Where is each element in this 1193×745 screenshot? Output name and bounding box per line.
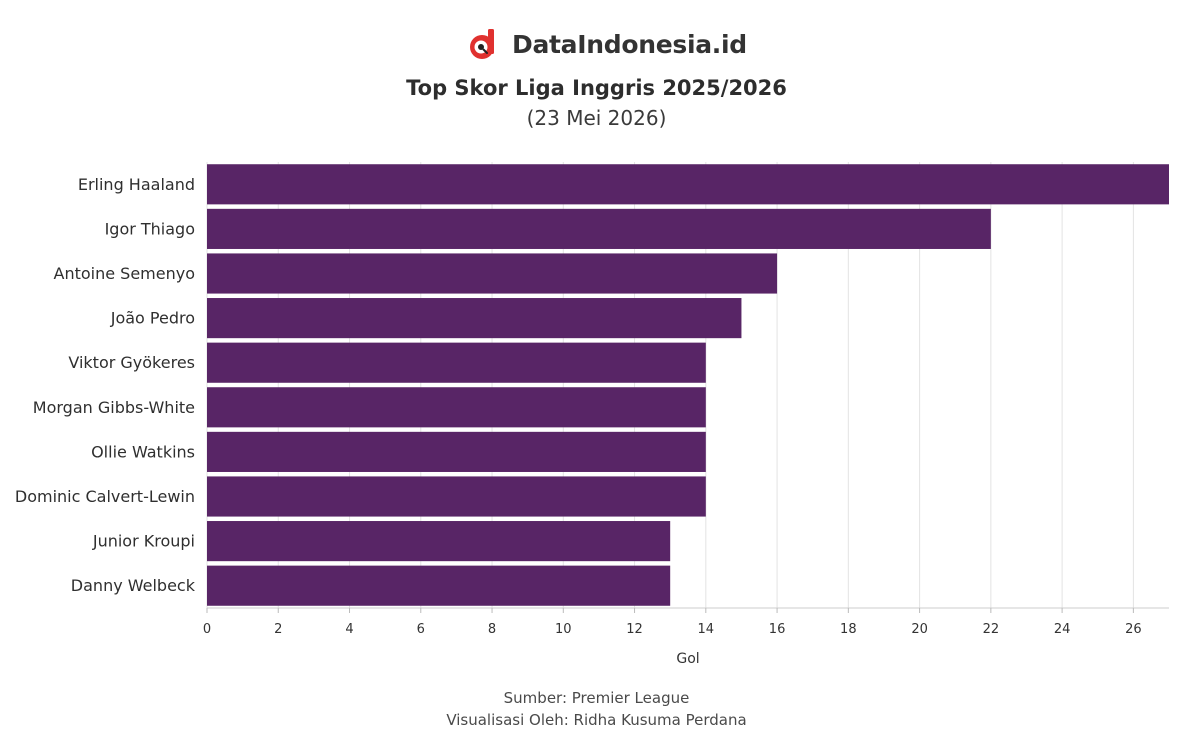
x-tick-label: 22	[983, 622, 1000, 637]
chart-subtitle: (23 Mei 2026)	[526, 106, 667, 130]
x-tick-label: 0	[203, 622, 211, 637]
dataindonesia-logo-icon	[470, 29, 494, 59]
bar	[207, 208, 991, 249]
category-label: Igor Thiago	[105, 219, 195, 238]
x-tick-label: 12	[626, 622, 643, 637]
x-tick-label: 4	[345, 622, 353, 637]
bar	[207, 164, 1169, 205]
bar	[207, 431, 706, 472]
chart-title: Top Skor Liga Inggris 2025/2026	[406, 76, 787, 100]
category-label: Ollie Watkins	[91, 442, 195, 461]
x-tick-label: 10	[555, 622, 572, 637]
bar	[207, 387, 706, 428]
category-label: Erling Haaland	[78, 175, 195, 194]
source-note: Sumber: Premier League	[503, 689, 690, 707]
category-label: Junior Kroupi	[92, 532, 195, 551]
brand[interactable]: DataIndonesia.id	[468, 26, 747, 62]
category-label: Morgan Gibbs-White	[33, 398, 195, 417]
bar	[207, 253, 778, 294]
bar	[207, 521, 671, 562]
bar	[207, 565, 671, 606]
category-label: João Pedro	[110, 309, 195, 328]
credit-note: Visualisasi Oleh: Ridha Kusuma Perdana	[446, 711, 747, 729]
category-label: Antoine Semenyo	[54, 264, 196, 283]
bar	[207, 298, 742, 339]
bar-chart: Erling Haaland Igor Thiago Antoine Semenyo…	[15, 162, 1169, 667]
x-tick-label: 6	[417, 622, 425, 637]
x-tick-label: 24	[1054, 622, 1071, 637]
x-tick-label: 18	[840, 622, 857, 637]
category-label: Dominic Calvert-Lewin	[15, 487, 195, 506]
category-label: Danny Welbeck	[71, 576, 196, 595]
x-tick-label: 16	[769, 622, 786, 637]
x-tick-label: 14	[698, 622, 715, 637]
bar	[207, 342, 706, 383]
x-tick-label: 8	[488, 622, 496, 637]
brand-name: DataIndonesia.id	[512, 29, 747, 59]
category-label: Viktor Gyökeres	[68, 353, 195, 372]
bar	[207, 476, 706, 517]
x-axis-label: Gol	[676, 651, 699, 667]
x-tick-label: 2	[274, 622, 282, 637]
x-tick-label: 26	[1125, 622, 1142, 637]
x-tick-label: 20	[911, 622, 928, 637]
